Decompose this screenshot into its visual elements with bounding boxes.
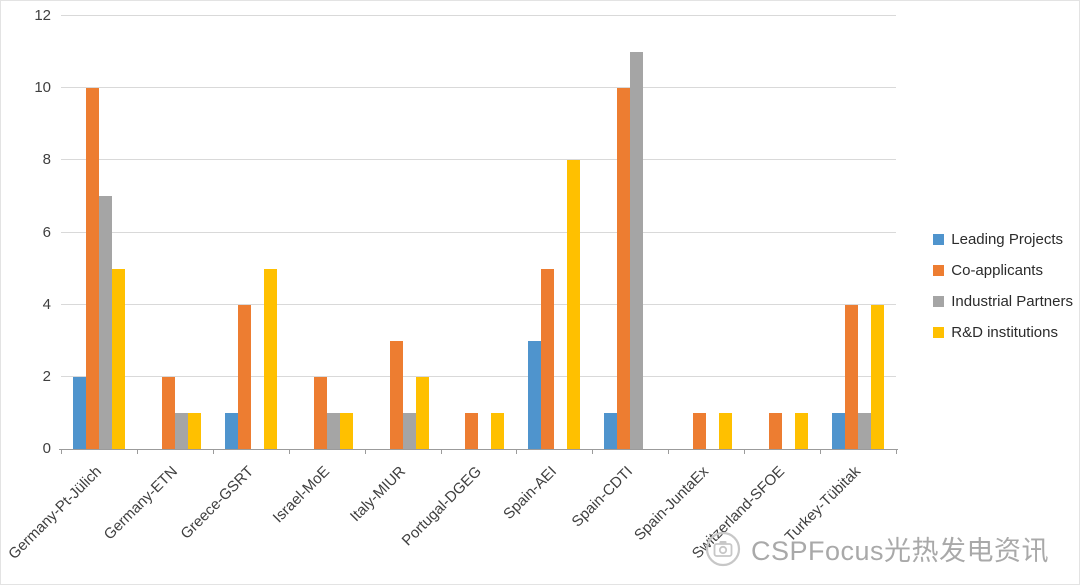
x-axis-line xyxy=(59,449,898,450)
y-axis: 0 2 4 6 8 10 12 xyxy=(6,7,51,457)
bar-group xyxy=(441,16,517,449)
bar xyxy=(617,88,631,449)
bar xyxy=(72,376,86,449)
gridline xyxy=(61,303,896,305)
bar xyxy=(832,412,846,449)
legend-label: Leading Projects xyxy=(951,231,1064,248)
bar-group xyxy=(213,16,289,449)
legend-swatch xyxy=(933,296,945,307)
legend-item: Co-applicants xyxy=(933,262,1073,279)
x-tick-mark xyxy=(288,449,290,454)
bar xyxy=(415,376,429,449)
legend-swatch xyxy=(933,234,945,245)
bar xyxy=(85,88,99,449)
bar-group xyxy=(592,16,668,449)
bar xyxy=(465,412,479,449)
x-tick-mark xyxy=(440,449,442,454)
y-tick-label: 2 xyxy=(42,367,51,385)
bar-group xyxy=(61,16,137,449)
bar xyxy=(604,412,618,449)
x-tick-mark xyxy=(136,449,138,454)
bar xyxy=(630,52,644,449)
cspfocus-logo-icon xyxy=(705,531,741,566)
x-tick-mark xyxy=(592,449,594,454)
x-tick-mark xyxy=(212,449,214,454)
bar xyxy=(174,412,188,449)
y-tick-label: 0 xyxy=(42,440,51,457)
bar xyxy=(871,304,885,449)
legend-label: Co-applicants xyxy=(951,262,1043,279)
legend-label: Industrial Partners xyxy=(951,293,1073,310)
y-tick-label: 12 xyxy=(34,7,51,24)
x-tick-mark xyxy=(896,449,897,454)
watermark-text: CSPFocus光热发电资讯 xyxy=(750,536,1049,566)
bar xyxy=(237,304,251,449)
bar xyxy=(263,268,277,449)
legend-item: Leading Projects xyxy=(933,231,1073,248)
bar xyxy=(389,340,403,449)
legend-swatch xyxy=(933,327,945,338)
plot-area xyxy=(61,15,896,449)
legend-swatch xyxy=(933,265,945,276)
legend-label: R&D institutions xyxy=(951,324,1058,341)
x-tick-mark xyxy=(516,449,518,454)
bar-group xyxy=(820,16,896,449)
bar-group xyxy=(668,16,744,449)
legend: Leading Projects Co-applicants Industrial … xyxy=(933,231,1073,341)
bar-group xyxy=(289,16,365,449)
bar-groups xyxy=(61,16,896,449)
bar xyxy=(224,412,238,449)
bar xyxy=(528,340,542,449)
watermark: CSPFocus光热发电资讯 xyxy=(705,529,1049,568)
gridline xyxy=(61,87,896,89)
bar xyxy=(326,412,340,449)
bar xyxy=(161,376,175,449)
x-tick-mark xyxy=(364,449,366,454)
bar xyxy=(111,268,125,449)
bar xyxy=(313,376,327,449)
gridline xyxy=(61,159,896,161)
x-tick-mark xyxy=(61,449,62,454)
bar xyxy=(795,412,809,449)
bar xyxy=(769,412,783,449)
legend-item: Industrial Partners xyxy=(933,293,1073,310)
bar-group xyxy=(137,16,213,449)
y-tick-label: 6 xyxy=(42,223,51,241)
bar xyxy=(339,412,353,449)
legend-item: R&D institutions xyxy=(933,324,1073,341)
bar-group xyxy=(365,16,441,449)
x-tick-mark xyxy=(668,449,670,454)
bar xyxy=(402,412,416,449)
gridline xyxy=(61,15,896,16)
y-tick-label: 10 xyxy=(34,79,51,97)
bar-group xyxy=(744,16,820,449)
bar xyxy=(845,304,859,449)
gridline xyxy=(61,231,896,233)
bar xyxy=(858,412,872,449)
gridline xyxy=(61,375,896,377)
y-tick-label: 8 xyxy=(42,151,51,169)
bar xyxy=(541,268,555,449)
bar xyxy=(491,412,505,449)
bar xyxy=(719,412,733,449)
x-tick-mark xyxy=(744,449,746,454)
y-tick-label: 4 xyxy=(42,295,51,313)
bar-group xyxy=(516,16,592,449)
bar xyxy=(98,196,112,449)
x-tick-mark xyxy=(820,449,822,454)
bar xyxy=(187,412,201,449)
bar xyxy=(567,160,581,449)
bar xyxy=(693,412,707,449)
